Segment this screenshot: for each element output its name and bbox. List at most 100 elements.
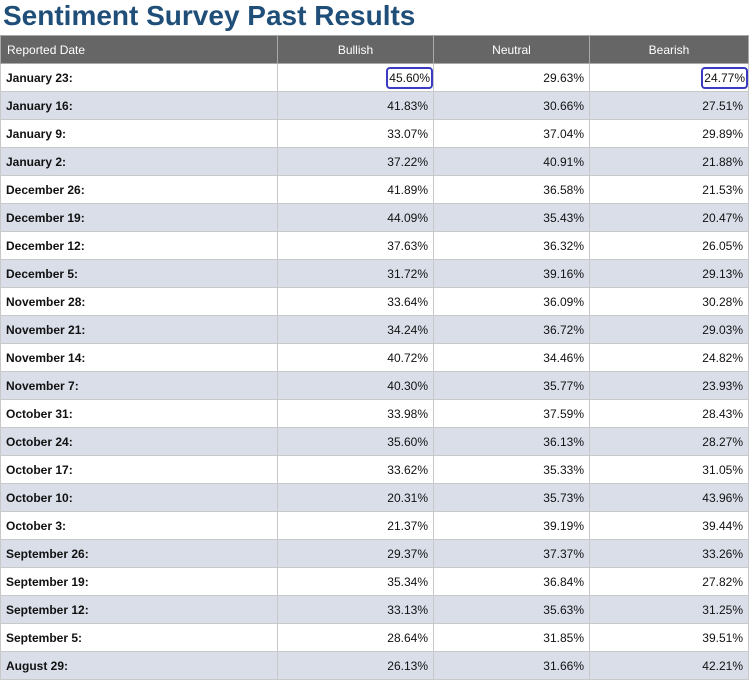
date-cell: September 19: (0, 567, 278, 596)
table-row: November 21: 34.24% 36.72% 29.03% (0, 315, 749, 344)
date-cell: November 28: (0, 287, 278, 316)
date-cell: December 19: (0, 203, 278, 232)
neutral-cell: 37.37% (433, 539, 590, 568)
page-title: Sentiment Survey Past Results (3, 0, 416, 31)
neutral-cell: 31.66% (433, 651, 590, 680)
bearish-cell: 21.53% (589, 175, 749, 204)
bearish-cell: 39.44% (589, 511, 749, 540)
table-row: September 5: 28.64% 31.85% 39.51% (0, 623, 749, 652)
bearish-cell: 20.47% (589, 203, 749, 232)
bearish-cell: 42.21% (589, 651, 749, 680)
neutral-cell: 37.59% (433, 399, 590, 428)
table-header-row: Reported Date Bullish Neutral Bearish (0, 35, 749, 64)
bullish-cell: 33.62% (277, 455, 434, 484)
table-row: October 17: 33.62% 35.33% 31.05% (0, 455, 749, 484)
bullish-cell: 31.72% (277, 259, 434, 288)
bullish-cell: 33.64% (277, 287, 434, 316)
date-cell: October 24: (0, 427, 278, 456)
date-cell: November 21: (0, 315, 278, 344)
neutral-cell: 36.32% (433, 231, 590, 260)
bearish-cell: 33.26% (589, 539, 749, 568)
table-row: October 31: 33.98% 37.59% 28.43% (0, 399, 749, 428)
bullish-cell: 33.98% (277, 399, 434, 428)
table-row: August 29: 26.13% 31.66% 42.21% (0, 651, 749, 680)
table-row: October 10: 20.31% 35.73% 43.96% (0, 483, 749, 512)
neutral-cell: 35.63% (433, 595, 590, 624)
table-row: December 26: 41.89% 36.58% 21.53% (0, 175, 749, 204)
date-cell: December 5: (0, 259, 278, 288)
column-header-reported-date: Reported Date (0, 35, 278, 64)
neutral-cell: 36.72% (433, 315, 590, 344)
neutral-cell: 39.19% (433, 511, 590, 540)
bearish-cell: 29.89% (589, 119, 749, 148)
date-cell: October 10: (0, 483, 278, 512)
bearish-cell: 24.77% (589, 63, 749, 92)
table-row: September 19: 35.34% 36.84% 27.82% (0, 567, 749, 596)
bearish-cell: 29.13% (589, 259, 749, 288)
highlighted-value: 24.77% (701, 66, 748, 89)
table-row: October 3: 21.37% 39.19% 39.44% (0, 511, 749, 540)
column-header-neutral: Neutral (433, 35, 590, 64)
neutral-cell: 36.84% (433, 567, 590, 596)
table-row: November 28: 33.64% 36.09% 30.28% (0, 287, 749, 316)
bullish-cell: 33.13% (277, 595, 434, 624)
bearish-cell: 21.88% (589, 147, 749, 176)
table-row: January 23: 45.60% 29.63% 24.77% (0, 63, 749, 92)
table-row: December 5: 31.72% 39.16% 29.13% (0, 259, 749, 288)
date-cell: September 12: (0, 595, 278, 624)
table-row: September 12: 33.13% 35.63% 31.25% (0, 595, 749, 624)
table-row: December 12: 37.63% 36.32% 26.05% (0, 231, 749, 260)
bearish-cell: 31.25% (589, 595, 749, 624)
bearish-cell: 31.05% (589, 455, 749, 484)
bullish-cell: 40.30% (277, 371, 434, 400)
bullish-cell: 44.09% (277, 203, 434, 232)
table-row: January 16: 41.83% 30.66% 27.51% (0, 91, 749, 120)
bullish-cell: 33.07% (277, 119, 434, 148)
bullish-cell: 28.64% (277, 623, 434, 652)
neutral-cell: 34.46% (433, 343, 590, 372)
bullish-cell: 20.31% (277, 483, 434, 512)
neutral-cell: 36.58% (433, 175, 590, 204)
date-cell: January 2: (0, 147, 278, 176)
date-cell: August 29: (0, 651, 278, 680)
date-cell: September 5: (0, 623, 278, 652)
bullish-cell: 34.24% (277, 315, 434, 344)
bullish-cell: 37.22% (277, 147, 434, 176)
bearish-cell: 39.51% (589, 623, 749, 652)
table-body: January 23: 45.60% 29.63% 24.77% January 16:… (0, 63, 749, 680)
table-row: January 2: 37.22% 40.91% 21.88% (0, 147, 749, 176)
bullish-cell: 29.37% (277, 539, 434, 568)
neutral-cell: 39.16% (433, 259, 590, 288)
bearish-cell: 23.93% (589, 371, 749, 400)
bearish-cell: 28.43% (589, 399, 749, 428)
sentiment-results-table: Reported Date Bullish Neutral Bearish Ja… (0, 35, 749, 680)
neutral-cell: 37.04% (433, 119, 590, 148)
date-cell: November 14: (0, 343, 278, 372)
neutral-cell: 35.33% (433, 455, 590, 484)
bearish-cell: 28.27% (589, 427, 749, 456)
neutral-cell: 36.13% (433, 427, 590, 456)
table-row: November 14: 40.72% 34.46% 24.82% (0, 343, 749, 372)
bullish-cell: 26.13% (277, 651, 434, 680)
date-cell: December 12: (0, 231, 278, 260)
bearish-cell: 26.05% (589, 231, 749, 260)
column-header-bearish: Bearish (589, 35, 749, 64)
neutral-cell: 30.66% (433, 91, 590, 120)
bullish-cell: 35.34% (277, 567, 434, 596)
table-row: November 7: 40.30% 35.77% 23.93% (0, 371, 749, 400)
bearish-cell: 43.96% (589, 483, 749, 512)
table-row: October 24: 35.60% 36.13% 28.27% (0, 427, 749, 456)
bullish-cell: 35.60% (277, 427, 434, 456)
bullish-cell: 45.60% (277, 63, 434, 92)
bullish-cell: 41.89% (277, 175, 434, 204)
date-cell: December 26: (0, 175, 278, 204)
date-cell: September 26: (0, 539, 278, 568)
column-header-bullish: Bullish (277, 35, 434, 64)
neutral-cell: 35.77% (433, 371, 590, 400)
date-cell: November 7: (0, 371, 278, 400)
neutral-cell: 31.85% (433, 623, 590, 652)
date-cell: October 17: (0, 455, 278, 484)
date-cell: January 16: (0, 91, 278, 120)
table-row: January 9: 33.07% 37.04% 29.89% (0, 119, 749, 148)
highlighted-value: 45.60% (386, 66, 433, 89)
